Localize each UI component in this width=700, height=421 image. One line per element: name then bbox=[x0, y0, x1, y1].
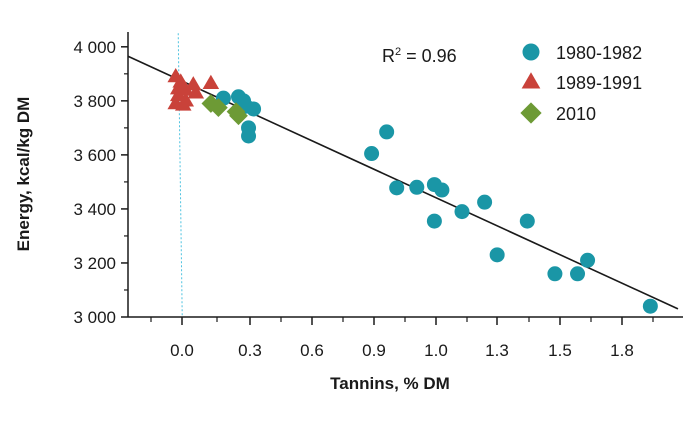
regression-line bbox=[127, 55, 679, 310]
circle-data-point bbox=[389, 180, 405, 196]
x-tick-label: 1.0 bbox=[424, 341, 448, 360]
x-axis-title: Tannins, % DM bbox=[330, 374, 450, 393]
circle-data-point bbox=[379, 124, 395, 140]
triangle-data-point bbox=[185, 76, 202, 91]
circle-data-point bbox=[547, 266, 563, 282]
circle-data-point bbox=[409, 179, 425, 195]
x-tick-label: 1.5 bbox=[548, 341, 572, 360]
circle-data-point bbox=[570, 266, 586, 282]
legend-label: 1989-1991 bbox=[556, 73, 642, 93]
legend-label: 2010 bbox=[556, 104, 596, 124]
legend-marker-circle bbox=[522, 43, 540, 61]
circle-data-point bbox=[454, 204, 470, 220]
y-tick-label: 3 600 bbox=[73, 146, 116, 165]
diamond-data-point bbox=[229, 106, 248, 126]
x-tick-label: 0.0 bbox=[170, 341, 194, 360]
legend: 1980-1982 1989-1991 2010 bbox=[520, 43, 642, 124]
axes-group bbox=[121, 32, 683, 325]
circle-data-point bbox=[426, 213, 442, 229]
r-squared-annotation: R2 = 0.96 bbox=[382, 46, 457, 66]
x-tick-label: 1.3 bbox=[485, 341, 509, 360]
y-axis-title: Energy, kcal/kg DM bbox=[14, 97, 33, 252]
reference-line-group bbox=[177, 33, 183, 318]
triangle-data-point bbox=[202, 74, 220, 89]
circle-data-point bbox=[580, 252, 596, 268]
circle-data-point bbox=[434, 182, 450, 198]
reference-line bbox=[177, 33, 183, 318]
diamond-data-point bbox=[209, 98, 228, 117]
y-tick-label: 3 400 bbox=[73, 200, 116, 219]
triangle-data-point bbox=[177, 81, 195, 96]
circle-data-point bbox=[364, 146, 380, 162]
x-tick-label: 0.6 bbox=[300, 341, 324, 360]
data-points-group bbox=[167, 67, 658, 314]
circle-data-point bbox=[489, 247, 505, 263]
y-tick-label: 3 800 bbox=[73, 92, 116, 111]
triangle-data-point bbox=[187, 84, 205, 99]
circle-data-point bbox=[246, 101, 262, 117]
x-tick-label: 0.3 bbox=[238, 341, 262, 360]
triangle-data-point bbox=[169, 86, 187, 102]
x-tick-label: 1.8 bbox=[610, 341, 634, 360]
regression-line-group bbox=[127, 55, 679, 310]
circle-data-point bbox=[642, 298, 658, 314]
circle-data-point bbox=[519, 213, 535, 229]
circle-data-point bbox=[477, 194, 493, 210]
y-tick-label: 3 200 bbox=[73, 254, 116, 273]
y-tick-label: 3 000 bbox=[73, 308, 116, 327]
legend-label: 1980-1982 bbox=[556, 43, 642, 63]
circle-data-point bbox=[241, 128, 257, 144]
triangle-data-point bbox=[174, 96, 192, 111]
legend-marker-triangle bbox=[521, 72, 541, 89]
legend-marker-diamond bbox=[520, 102, 542, 124]
tick-labels-group: 3 000 3 200 3 400 3 600 3 800 4 000 0.0 0.3 0.6 0… bbox=[73, 38, 633, 360]
y-tick-label: 4 000 bbox=[73, 38, 116, 57]
x-tick-label: 0.9 bbox=[362, 341, 386, 360]
